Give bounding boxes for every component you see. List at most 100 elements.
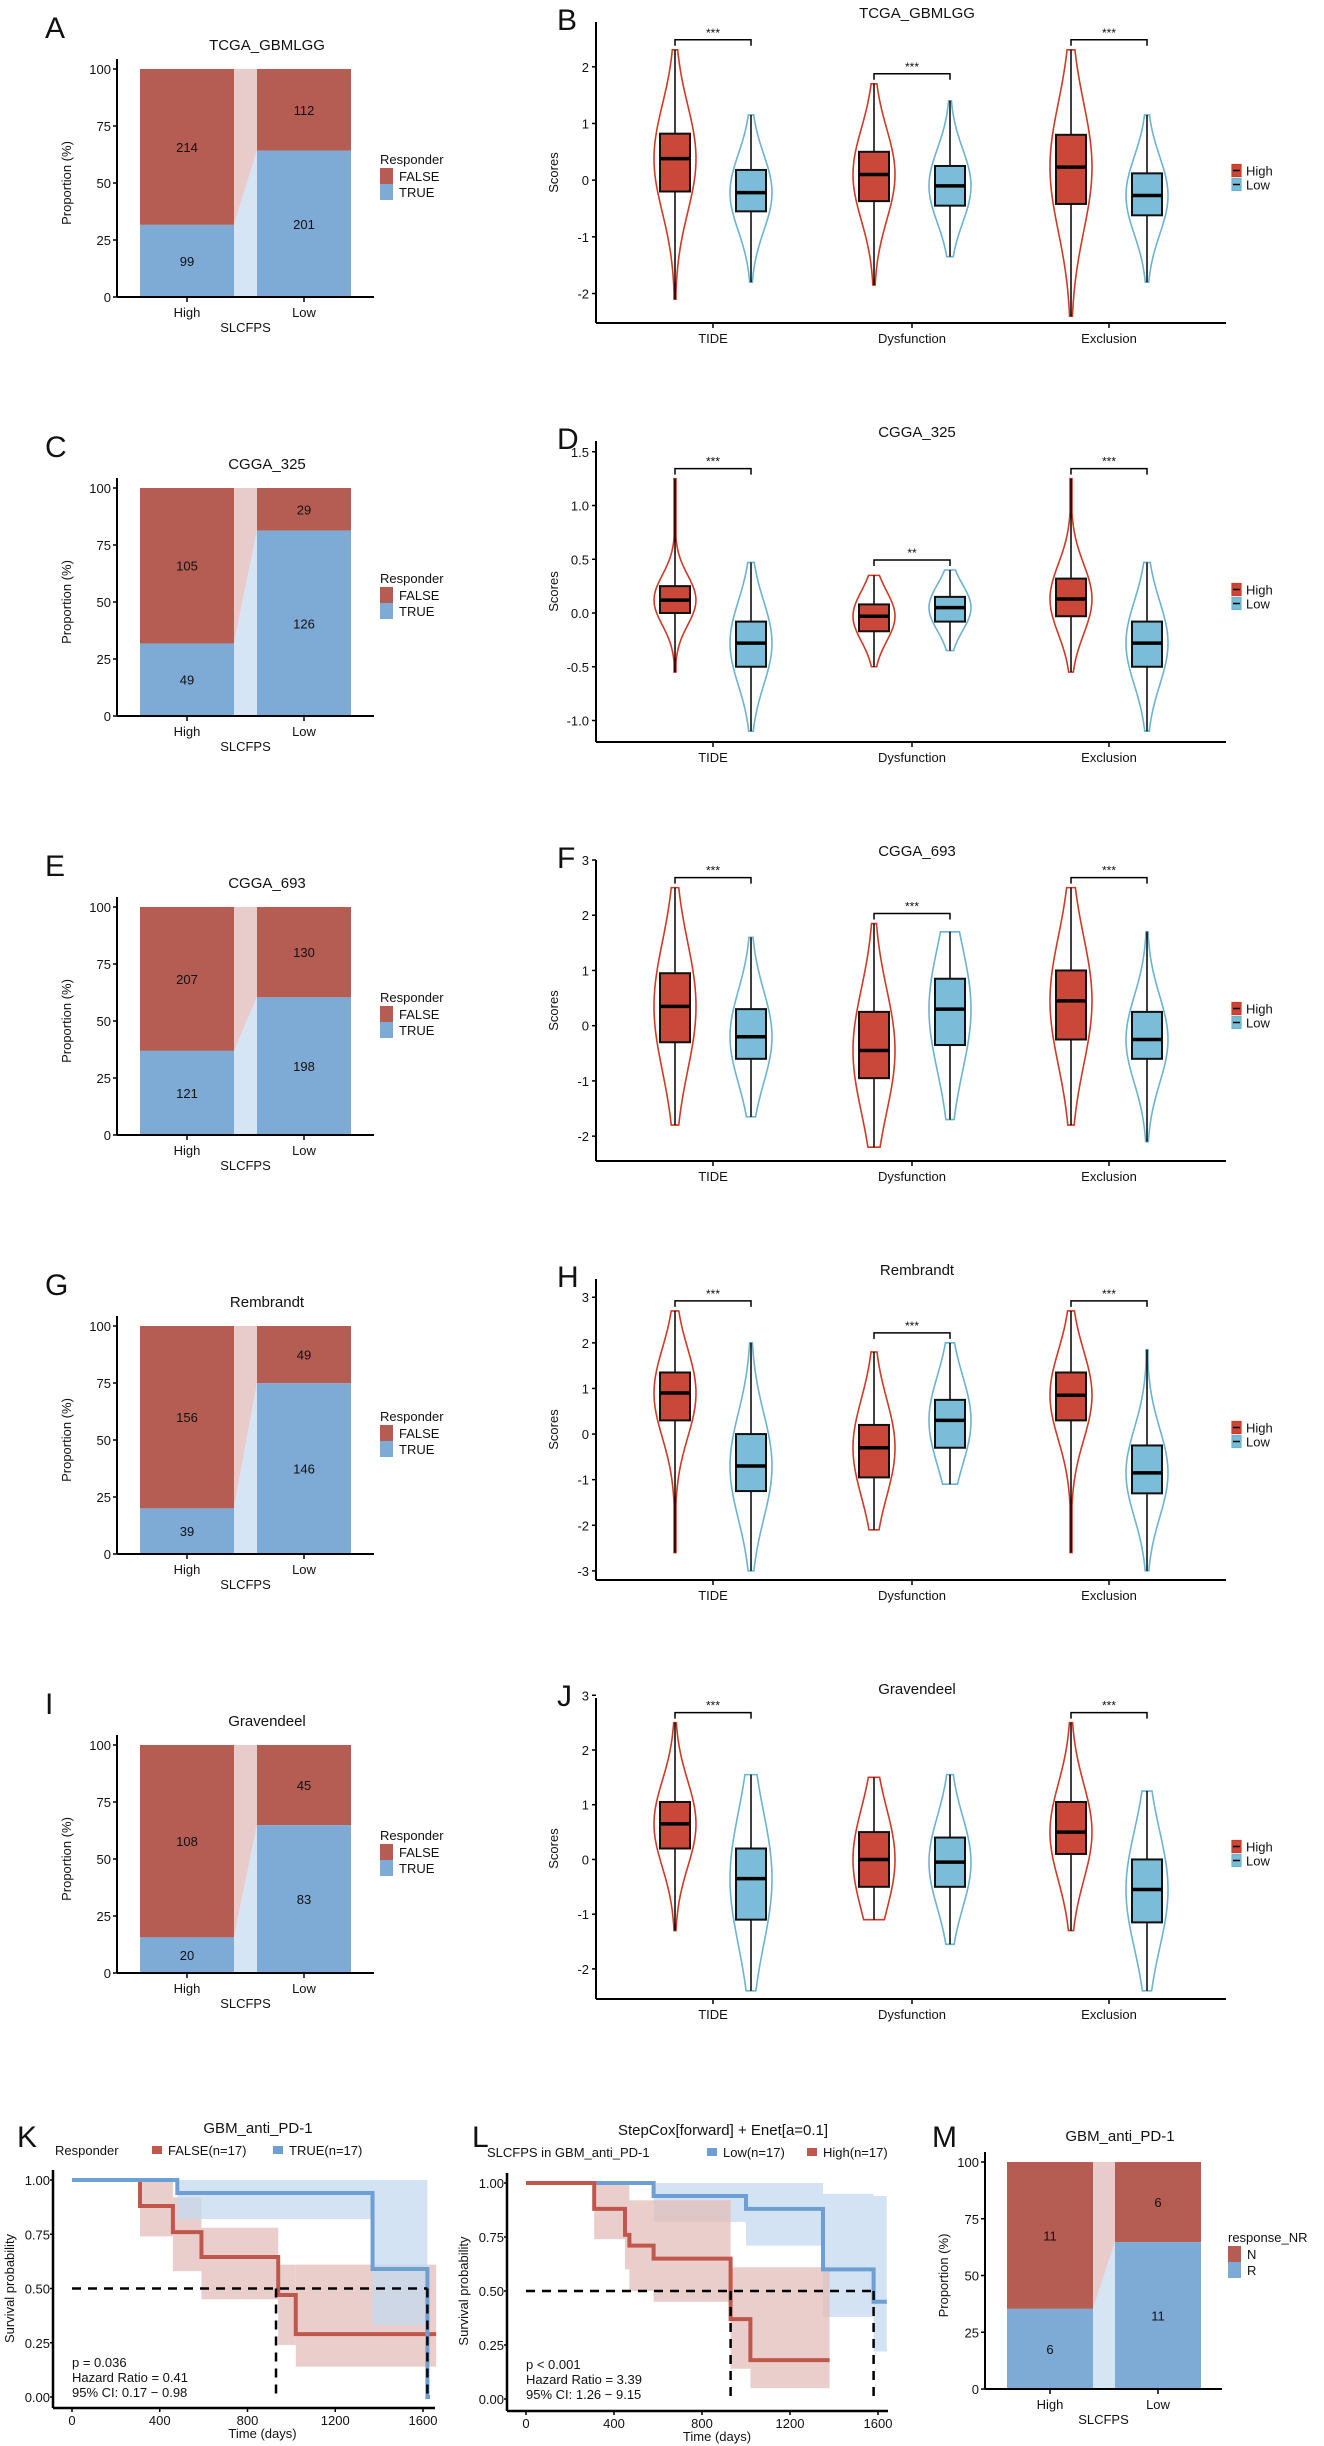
legend-swatch-blue <box>273 2146 283 2154</box>
y-tick-label: 1.5 <box>571 445 589 460</box>
bar-value-label: 198 <box>293 1059 315 1074</box>
flow-true <box>234 1383 257 1554</box>
significance-label: *** <box>1102 864 1116 878</box>
bar-value-label: 126 <box>293 616 315 631</box>
panel-d: D CGGA_325********-1.0-0.50.00.51.01.5TID… <box>546 423 1273 765</box>
stats-text: 95% CI: 1.26 − 9.15 <box>526 2387 641 2402</box>
y-tick-label: 0.75 <box>25 2227 50 2242</box>
y-tick-label: 25 <box>97 233 111 248</box>
y-tick-label: 0.00 <box>25 2390 50 2405</box>
y-tick-label: 75 <box>965 2212 979 2227</box>
legend-label: Low <box>1246 178 1270 193</box>
legend-swatch-false <box>380 1006 393 1022</box>
survival-curve-red <box>72 2178 437 2337</box>
violin-low <box>928 569 972 652</box>
bar-segment-r <box>1115 2242 1201 2389</box>
bar-segment-true <box>140 224 234 297</box>
violin-high <box>852 922 896 1148</box>
panel-letter: F <box>557 842 575 875</box>
bar-value-label: 112 <box>294 103 315 118</box>
x-tick-label: 1600 <box>864 2416 893 2431</box>
legend-swatch-false <box>380 587 393 603</box>
y-tick-label: 75 <box>97 1795 111 1810</box>
x-tick-label: 1600 <box>409 2413 438 2428</box>
significance-label: *** <box>905 1319 919 1333</box>
y-tick-label: 100 <box>89 1319 111 1334</box>
panel-g: G Rembrandt 156 39 High 49 146 Low 0 25 50 75 100 SLC… <box>45 1269 444 1592</box>
y-axis-title: Proportion (%) <box>59 979 74 1063</box>
violin-low <box>729 561 773 733</box>
legend-label: TRUE <box>399 185 435 200</box>
stats-text: p = 0.036 <box>72 2355 127 2370</box>
legend-title: Responder <box>380 571 444 586</box>
significance-label: *** <box>706 455 720 469</box>
panel-m: M GBM_anti_PD-1 11 6 High 6 11 Low 0 25 50 75 100 SLC… <box>932 2121 1308 2427</box>
x-tick-label: 1200 <box>776 2416 805 2431</box>
x-tick-label: Dysfunction <box>878 331 946 346</box>
y-axis-title: Survival probability <box>2 2233 17 2343</box>
box-low <box>735 1847 767 1921</box>
significance-label: *** <box>1102 26 1116 40</box>
legend-label: Low <box>1246 1854 1270 1869</box>
legend-swatch-false <box>380 168 393 184</box>
significance-label: *** <box>1102 1287 1116 1301</box>
violin-low <box>928 1342 972 1486</box>
x-tick-label: Dysfunction <box>878 1588 946 1603</box>
y-tick-label: -2 <box>577 1129 589 1144</box>
x-tick-label: 1200 <box>321 2413 350 2428</box>
x-axis-title: SLCFPS <box>220 1996 271 2011</box>
flow-false <box>234 69 257 225</box>
panel-letter: L <box>472 2121 489 2154</box>
box-high <box>1055 969 1087 1041</box>
significance-label: *** <box>706 864 720 878</box>
panel-title: CGGA_325 <box>228 456 306 473</box>
y-tick-label: 75 <box>97 1376 111 1391</box>
panel-e: E CGGA_693 207 121 High 130 198 Low 0 25 50 75 100 SL… <box>45 850 444 1173</box>
box-high <box>1055 133 1087 205</box>
y-axis-title: Scores <box>546 152 561 193</box>
y-tick-label: 50 <box>97 1433 111 1448</box>
legend-label: Low <box>1246 597 1270 612</box>
bar-segment-false <box>257 488 351 531</box>
legend-label: TRUE <box>399 1861 435 1876</box>
panel-title: Rembrandt <box>880 1262 955 1279</box>
y-tick-label: 1 <box>582 1798 589 1813</box>
panel-letter: E <box>45 850 65 883</box>
legend-label: R <box>1247 2263 1256 2278</box>
legend-title: Responder <box>380 1409 444 1424</box>
y-tick-label: 0.75 <box>479 2230 504 2245</box>
legend-swatch-true <box>380 1022 393 1038</box>
confidence-band-red <box>750 2267 830 2389</box>
y-tick-label: 0 <box>104 1128 111 1143</box>
legend-swatch-red <box>807 2148 817 2156</box>
x-tick-label: High <box>174 305 201 320</box>
y-tick-label: 3 <box>582 853 589 868</box>
panel-title: CGGA_325 <box>878 424 956 441</box>
violin-low <box>928 930 972 1121</box>
x-axis-title: SLCFPS <box>220 1158 271 1173</box>
violin-high <box>653 1721 697 1932</box>
y-axis-title: Proportion (%) <box>936 2234 951 2318</box>
y-axis-title: Scores <box>546 571 561 612</box>
y-tick-label: 0.0 <box>571 606 589 621</box>
flow-false <box>234 1326 257 1509</box>
bar-segment-false <box>257 1326 351 1384</box>
violin-high <box>653 886 697 1126</box>
significance-bracket <box>1070 1300 1148 1307</box>
x-tick-label: High <box>174 724 201 739</box>
panel-letter: C <box>45 431 67 464</box>
y-axis-title: Scores <box>546 990 561 1031</box>
legend-label: Low(n=17) <box>723 2145 785 2160</box>
y-tick-label: 2 <box>582 1336 589 1351</box>
violin-high <box>1049 1310 1093 1554</box>
legend-swatch-false <box>380 1844 393 1860</box>
bar-segment-false <box>257 69 351 151</box>
confidence-band-blue <box>823 2193 874 2317</box>
legend-label: TRUE <box>399 1442 435 1457</box>
y-axis-title: Proportion (%) <box>59 1398 74 1482</box>
violin-high <box>852 82 896 286</box>
x-tick-label: High <box>174 1981 201 1996</box>
y-axis-title: Proportion (%) <box>59 560 74 644</box>
significance-label: *** <box>706 1699 720 1713</box>
